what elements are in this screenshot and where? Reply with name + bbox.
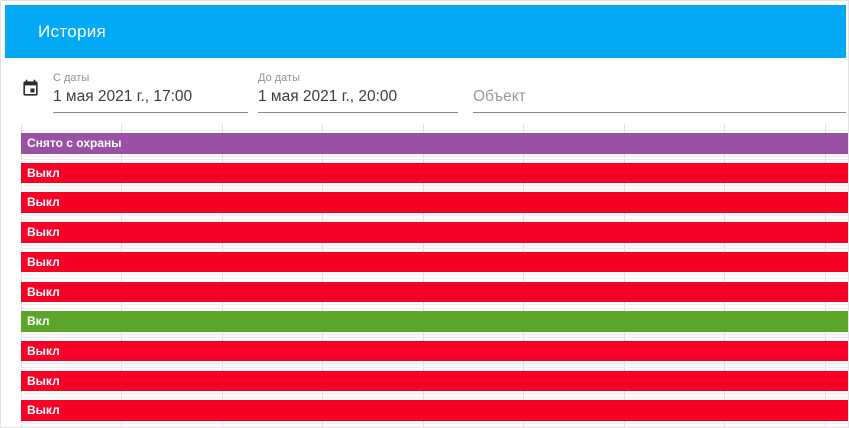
- gridline: [20, 124, 22, 427]
- gridline: [623, 124, 625, 427]
- timeline-row: Выкл: [20, 396, 848, 424]
- timeline-row: Выкл: [20, 278, 848, 305]
- gridline: [121, 124, 122, 427]
- timeline-bar-on[interactable]: Вкл: [21, 311, 848, 332]
- timeline-bar-off[interactable]: Выкл: [21, 162, 848, 184]
- timeline-row: Снято с охраны: [20, 129, 848, 157]
- timeline-bar-off[interactable]: Выкл: [21, 251, 848, 273]
- gridline: [724, 124, 725, 427]
- page-title: История: [38, 21, 107, 41]
- timeline-bar-off[interactable]: Выкл: [21, 400, 848, 421]
- timeline-row: Выкл: [20, 337, 848, 365]
- from-date-input[interactable]: [53, 88, 248, 113]
- timeline-row: Выкл: [20, 248, 848, 276]
- timeline-bar-off[interactable]: Выкл: [21, 370, 848, 392]
- timeline-chart: Снято с охраны Выкл Выкл Выкл Выкл Выкл Вкл Вык…: [1, 124, 848, 427]
- gridline: [322, 124, 323, 427]
- timeline-bar-off[interactable]: Выкл: [21, 192, 848, 213]
- from-date-label: С даты: [53, 72, 90, 84]
- to-date-input[interactable]: [258, 88, 458, 113]
- gridline: [221, 124, 223, 427]
- timeline-row: Выкл: [20, 159, 848, 187]
- calendar-icon[interactable]: [21, 79, 40, 98]
- page-header: История: [5, 5, 846, 58]
- timeline-bar-off[interactable]: Выкл: [21, 222, 848, 243]
- object-input[interactable]: [473, 88, 846, 113]
- object-field: [473, 72, 846, 113]
- gridline: [824, 124, 826, 427]
- timeline-bar-off[interactable]: Выкл: [21, 281, 848, 302]
- gridline: [523, 124, 524, 427]
- timeline-bar-disarmed[interactable]: Снято с охраны: [21, 133, 848, 154]
- timeline-row: Вкл: [20, 307, 848, 335]
- gridline: [422, 124, 424, 427]
- timeline-bar-off[interactable]: Выкл: [21, 340, 848, 362]
- timeline-row: Выкл: [20, 188, 848, 216]
- to-date-field: До даты: [258, 72, 458, 113]
- timeline-row: Выкл: [20, 218, 848, 246]
- timeline-row: Выкл: [20, 367, 848, 395]
- to-date-label: До даты: [258, 72, 300, 84]
- from-date-field: С даты: [53, 72, 248, 113]
